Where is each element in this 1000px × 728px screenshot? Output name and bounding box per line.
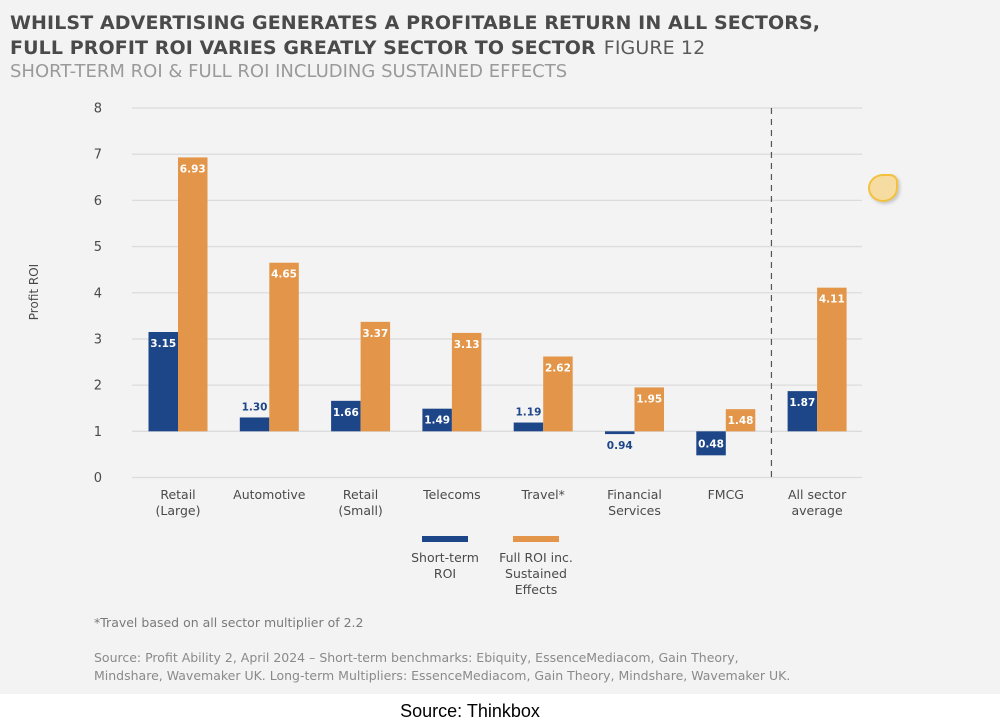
- data-label: 1.66: [333, 407, 359, 419]
- legend-label: ROI: [434, 566, 456, 581]
- legend-swatch-short-term: [422, 536, 468, 542]
- data-label: 1.87: [789, 397, 815, 409]
- y-tick-label: 3: [94, 332, 102, 347]
- bars: [148, 157, 847, 456]
- bar-chart: 0 1 2 3 4 5 6 7 8 Profit ROI 3.15 1.30 1.66 1.49 1.1…: [27, 102, 862, 597]
- data-label: 3.15: [150, 338, 176, 350]
- x-category-label: average: [792, 503, 843, 518]
- legend-swatch-full-roi: [513, 536, 559, 542]
- bar-short-term: [422, 408, 452, 432]
- y-tick-label: 7: [94, 148, 102, 163]
- x-category-label: Telecoms: [422, 487, 481, 502]
- gridlines: [132, 107, 862, 479]
- bar-short-term: [605, 431, 635, 435]
- data-label: 2.62: [545, 362, 571, 374]
- chart-title-line2: FULL PROFIT ROI VARIES GREATLY SECTOR TO…: [10, 37, 705, 59]
- footnote: *Travel based on all sector multiplier o…: [94, 615, 364, 630]
- bar-full-roi: [817, 287, 847, 432]
- x-category-label: Travel*: [520, 487, 564, 502]
- y-tick-label: 2: [94, 379, 102, 394]
- data-labels: 3.15 1.30 1.66 1.49 1.19 0.94 0.48 1.87 6.93 4.65…: [150, 163, 845, 452]
- bar-short-term: [148, 332, 178, 432]
- x-category-label: All sector: [788, 487, 847, 502]
- x-category-label: (Large): [156, 503, 201, 518]
- legend-label: Short-term: [411, 550, 479, 565]
- chart-subtitle: SHORT-TERM ROI & FULL ROI INCLUDING SUST…: [10, 61, 568, 82]
- y-tick-label: 0: [94, 471, 102, 486]
- x-category-label: Retail: [343, 487, 378, 502]
- data-label: 1.19: [515, 407, 541, 419]
- data-label: 4.11: [819, 294, 845, 306]
- y-axis-label: Profit ROI: [27, 264, 41, 320]
- source-note-line2: Mindshare, Wavemaker UK. Long-term Multi…: [94, 668, 791, 683]
- bar-full-roi: [543, 356, 573, 432]
- bar-short-term: [239, 417, 270, 432]
- bar-full-roi: [178, 157, 208, 432]
- y-tick-label: 4: [94, 286, 102, 301]
- y-tick-label: 8: [94, 102, 102, 117]
- figure-label: FIGURE 12: [603, 37, 706, 59]
- chart-title-line2-text: FULL PROFIT ROI VARIES GREATLY SECTOR TO…: [10, 37, 596, 59]
- y-tick-label: 1: [94, 425, 102, 440]
- source-caption: Source: Thinkbox: [400, 701, 540, 721]
- data-label: 1.30: [242, 401, 268, 413]
- x-category-label: Automotive: [233, 487, 306, 502]
- x-category-label: (Small): [338, 503, 382, 518]
- x-category-label: FMCG: [708, 487, 744, 502]
- cursor-marker-icon: [868, 174, 898, 202]
- data-label: 6.93: [180, 163, 206, 175]
- bar-short-term: [331, 400, 361, 432]
- x-category-label: Services: [608, 503, 661, 518]
- bar-full-roi: [634, 387, 664, 432]
- bar-full-roi: [360, 321, 391, 432]
- data-label: 3.37: [362, 328, 388, 340]
- y-tick-label: 5: [94, 240, 102, 255]
- chart-title-line1: WHILST ADVERTISING GENERATES A PROFITABL…: [10, 12, 821, 34]
- x-axis-categories: Retail(Large)Automotive Retail(Small)Tele…: [156, 487, 848, 518]
- source-note-line1: Source: Profit Ability 2, April 2024 – S…: [94, 650, 739, 665]
- data-label: 4.65: [271, 269, 297, 281]
- source-note: Source: Profit Ability 2, April 2024 – S…: [94, 649, 790, 685]
- data-label: 1.49: [424, 415, 450, 427]
- x-category-label: Financial: [607, 487, 662, 502]
- data-label: 0.48: [698, 438, 724, 450]
- bar-full-roi: [725, 409, 756, 432]
- bar-short-term: [787, 391, 818, 432]
- data-label: 0.94: [607, 440, 633, 452]
- legend-label: Sustained: [505, 566, 567, 581]
- bar-full-roi: [451, 332, 482, 432]
- x-category-label: Retail: [160, 487, 195, 502]
- data-label: 1.95: [636, 393, 662, 405]
- y-tick-label: 6: [94, 194, 102, 209]
- bar-short-term: [513, 422, 544, 432]
- legend-label: Full ROI inc.: [499, 550, 573, 565]
- data-label: 3.13: [454, 339, 480, 351]
- bar-full-roi: [269, 262, 299, 432]
- legend-label: Effects: [515, 582, 558, 597]
- data-label: 1.48: [728, 415, 754, 427]
- bar-short-term: [696, 431, 726, 456]
- y-axis-ticks: 0 1 2 3 4 5 6 7 8: [94, 102, 102, 487]
